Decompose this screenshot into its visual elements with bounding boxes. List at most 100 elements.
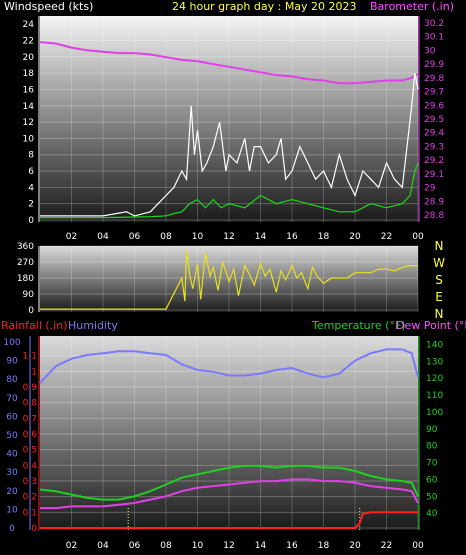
direction-tick-label: 90 <box>23 290 35 300</box>
time-tick-label: 14 <box>255 541 267 551</box>
time-tick-label: 04 <box>97 541 109 551</box>
wind-tick-label: 24 <box>23 20 35 30</box>
time-tick-label: 00 <box>412 232 424 242</box>
barometer-tick-label: 29.9 <box>424 60 444 70</box>
barometer-tick-label: 29.3 <box>424 142 444 152</box>
wind-tick-label: 10 <box>23 134 35 144</box>
chart-title: 24 hour graph day : May 20 2023 <box>172 0 357 13</box>
time-tick-label: 16 <box>286 541 298 551</box>
compass-label: S <box>435 273 443 287</box>
climate-plot-area <box>40 336 418 530</box>
time-tick-label: 04 <box>97 232 109 242</box>
time-tick-label: 16 <box>286 232 298 242</box>
time-tick-label: 20 <box>349 232 361 242</box>
humidity-tick-label: 10 <box>6 505 18 515</box>
time-tick-label: 18 <box>318 232 330 242</box>
time-tick-label: 06 <box>129 232 141 242</box>
barometer-tick-label: 29.2 <box>424 156 444 166</box>
humidity-tick-label: 0 <box>9 524 15 534</box>
wind-tick-label: 20 <box>23 53 35 63</box>
compass-label: N <box>435 307 444 321</box>
compass-label: E <box>435 290 443 304</box>
rain-tick-label: 0.7 <box>23 414 37 424</box>
wind-tick-label: 18 <box>23 69 35 79</box>
temp-tick-label: 40 <box>426 509 438 519</box>
barometer-tick-label: 29.8 <box>424 74 444 84</box>
humidity-tick-label: 80 <box>6 375 18 385</box>
direction-tick-label: 180 <box>17 274 34 284</box>
wind-tick-label: 14 <box>23 102 35 112</box>
barometer-tick-label: 30.1 <box>424 33 444 43</box>
time-tick-label: 12 <box>223 541 234 551</box>
barometer-tick-label: 28.8 <box>424 211 444 221</box>
series-rainfall <box>40 511 418 529</box>
wind-tick-label: 12 <box>23 118 34 128</box>
rain-tick-label: 0.4 <box>23 461 38 471</box>
direction-tick-label: 360 <box>17 242 34 252</box>
temp-tick-label: 130 <box>426 357 443 367</box>
time-tick-label: 02 <box>66 232 77 242</box>
compass-label: N <box>435 239 444 253</box>
dewpoint-axis-title: Dew Point (°F) <box>396 319 466 332</box>
barometer-tick-label: 29.5 <box>424 115 444 125</box>
time-tick-label: 20 <box>349 541 361 551</box>
direction-tick-label: 270 <box>17 258 34 268</box>
temp-tick-label: 110 <box>426 391 443 401</box>
temp-tick-label: 50 <box>426 492 438 502</box>
time-tick-label: 08 <box>160 541 172 551</box>
barometer-tick-label: 29 <box>424 184 436 194</box>
barometer-tick-label: 29.6 <box>424 101 444 111</box>
series-gust <box>40 72 419 217</box>
time-tick-label: 02 <box>66 541 77 551</box>
time-tick-label: 22 <box>381 541 392 551</box>
temp-tick-label: 90 <box>426 425 438 435</box>
direction-tick-label: 0 <box>28 306 34 316</box>
series-humidity <box>39 348 419 384</box>
barometer-tick-label: 29.1 <box>424 170 444 180</box>
time-tick-label: 12 <box>223 232 234 242</box>
rain-tick-label: 0.5 <box>23 446 37 456</box>
temp-tick-label: 140 <box>426 340 443 350</box>
wind-tick-label: 8 <box>28 151 34 161</box>
time-tick-label: 18 <box>318 541 330 551</box>
humidity-tick-label: 30 <box>6 468 18 478</box>
barometer-tick-label: 28.9 <box>424 197 444 207</box>
time-tick-label: 10 <box>192 541 204 551</box>
rain-tick-label: 0.8 <box>23 399 38 409</box>
series-temperature <box>39 464 419 501</box>
wind-tick-label: 0 <box>28 216 34 226</box>
time-tick-label: 10 <box>192 232 204 242</box>
barometer-tick-label: 30.2 <box>424 19 444 29</box>
rain-tick-label: 0.9 <box>23 383 38 393</box>
series-dew-point <box>40 478 419 510</box>
rain-tick-label: 0.2 <box>23 493 37 503</box>
barometer-tick-label: 30 <box>424 46 436 56</box>
wind-tick-label: 22 <box>23 36 34 46</box>
wind-tick-label: 2 <box>28 200 34 210</box>
time-tick-label: 22 <box>381 232 392 242</box>
wind-plot-area <box>40 16 418 222</box>
humidity-tick-label: 50 <box>6 431 18 441</box>
rain-tick-label: 0.3 <box>23 477 37 487</box>
barometer-axis-title: Barometer (.in) <box>370 0 454 13</box>
rain-tick-label: 0 <box>31 524 37 534</box>
series-average <box>40 162 419 219</box>
series-direction <box>40 249 418 310</box>
temp-tick-label: 100 <box>426 408 443 418</box>
windspeed-axis-title: Windspeed (kts) <box>4 0 94 13</box>
humidity-axis-title: Humidity <box>68 319 118 332</box>
time-tick-label: 06 <box>129 541 141 551</box>
rain-tick-label: 0.6 <box>23 430 38 440</box>
barometer-tick-label: 29.7 <box>424 88 444 98</box>
rain-tick-label: 1 <box>31 367 37 377</box>
humidity-tick-label: 90 <box>6 357 18 367</box>
temperature-axis-title: Temperature (°F) <box>312 319 406 332</box>
temp-tick-label: 120 <box>426 374 443 384</box>
rainfall-axis-title: Rainfall (.in) <box>1 319 68 332</box>
wind-tick-label: 6 <box>28 167 34 177</box>
humidity-tick-label: 20 <box>6 487 18 497</box>
direction-plot-area <box>40 246 418 312</box>
compass-label: W <box>433 256 445 270</box>
time-tick-label: 00 <box>412 541 424 551</box>
